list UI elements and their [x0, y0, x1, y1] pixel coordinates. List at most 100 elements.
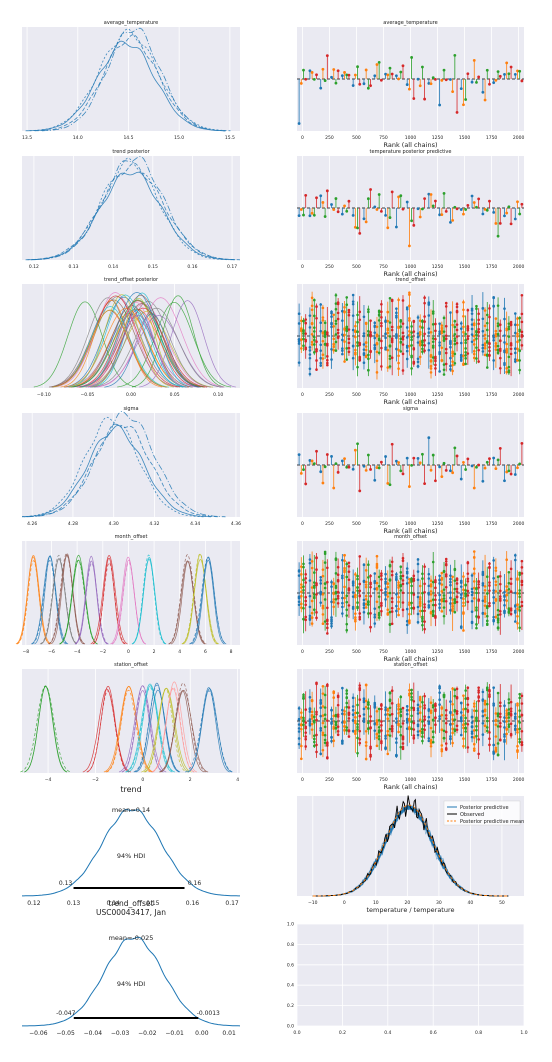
- rank-point: [444, 337, 448, 341]
- chart-title: trend_offset: [109, 899, 154, 908]
- rank-point: [297, 214, 301, 218]
- rank-point: [440, 329, 444, 333]
- rank-point: [364, 583, 368, 586]
- rank-point: [444, 748, 448, 751]
- rank-point: [427, 331, 431, 334]
- x-axis-label: Rank (all chains): [383, 398, 437, 406]
- rank-point: [302, 562, 305, 566]
- rank-point: [498, 613, 502, 616]
- rank-point: [345, 347, 349, 350]
- rank-point: [362, 348, 366, 351]
- rank-point: [405, 582, 409, 585]
- rank-point: [481, 698, 485, 701]
- rank-point: [513, 727, 517, 730]
- rank-point: [444, 209, 448, 213]
- rank-point: [397, 586, 400, 589]
- rank-point: [421, 207, 424, 211]
- rank-point: [518, 721, 521, 724]
- rank-point: [380, 324, 383, 328]
- rank-point: [399, 194, 403, 198]
- rank-point: [401, 352, 405, 356]
- rank-point: [494, 332, 498, 336]
- rank-point: [401, 722, 405, 725]
- rank-point: [367, 308, 370, 311]
- density-line: [97, 297, 225, 388]
- rank-point: [397, 77, 400, 81]
- rank-point: [377, 707, 381, 711]
- density-line: [27, 40, 226, 132]
- x-tick-label: 1500: [459, 777, 471, 783]
- rank-point: [520, 330, 524, 334]
- rank-point: [321, 574, 325, 578]
- rank-point: [332, 582, 336, 585]
- density-line: [190, 556, 227, 645]
- rank-point: [321, 604, 325, 608]
- rank-point: [455, 728, 459, 732]
- rank-point: [297, 742, 301, 746]
- plot-background: [22, 27, 240, 131]
- rank-point: [434, 723, 437, 726]
- rank-point: [455, 341, 459, 345]
- rank-point: [388, 591, 392, 595]
- rank-point: [520, 600, 524, 604]
- density-line: [90, 554, 128, 645]
- rank-point: [513, 558, 517, 562]
- rank-point: [323, 741, 327, 745]
- rank-point: [459, 341, 463, 345]
- rank-point: [472, 742, 476, 746]
- rank-point: [332, 605, 336, 609]
- rank-point: [485, 716, 489, 720]
- rank-point: [412, 708, 416, 712]
- rank-point: [453, 446, 457, 450]
- rank-point: [358, 741, 362, 745]
- rank-point: [412, 347, 416, 351]
- rank-point: [313, 571, 316, 574]
- rank-point: [464, 589, 467, 592]
- rank-point: [503, 214, 506, 218]
- rank-point: [390, 712, 394, 716]
- rank-point: [319, 329, 323, 333]
- rank-point: [466, 703, 470, 706]
- x-tick-label: 0.4: [384, 1030, 391, 1036]
- rank-point: [412, 728, 416, 731]
- rank-point: [323, 693, 327, 697]
- x-tick-label: 1750: [486, 777, 498, 783]
- rank-point: [302, 693, 305, 697]
- rank-point: [507, 72, 511, 76]
- rank-point: [427, 737, 431, 740]
- rank-point: [423, 482, 427, 486]
- rank-point: [408, 603, 411, 606]
- rank-point: [453, 598, 457, 601]
- rank-point: [323, 582, 327, 586]
- rank-point: [397, 361, 400, 365]
- x-tick-label: 0.00: [126, 392, 136, 398]
- rank-point: [358, 341, 362, 345]
- rank-point: [494, 345, 498, 348]
- rank-point: [520, 743, 524, 747]
- rank-point: [405, 709, 409, 712]
- rank-point: [399, 708, 403, 711]
- rank-point: [319, 343, 323, 347]
- rank-point: [308, 367, 312, 371]
- rank-point: [449, 608, 452, 612]
- rank-point: [330, 722, 333, 725]
- rank-point: [310, 71, 314, 74]
- rank-point: [313, 608, 316, 612]
- rank-point: [516, 704, 519, 707]
- rank-point: [315, 582, 318, 585]
- rank-point: [330, 736, 333, 739]
- rank-point: [384, 213, 387, 217]
- density-line: [40, 557, 78, 645]
- rank-point: [321, 319, 325, 322]
- density-line: [79, 307, 208, 388]
- rank-point: [421, 619, 424, 623]
- rank-point: [451, 727, 454, 731]
- chart-title: sigma: [403, 406, 418, 412]
- rank-point: [434, 479, 437, 483]
- rank-point: [481, 714, 485, 718]
- posterior-density: [22, 936, 241, 1027]
- rank-point: [418, 597, 422, 601]
- rank-point: [341, 712, 344, 716]
- rank-point: [395, 609, 398, 613]
